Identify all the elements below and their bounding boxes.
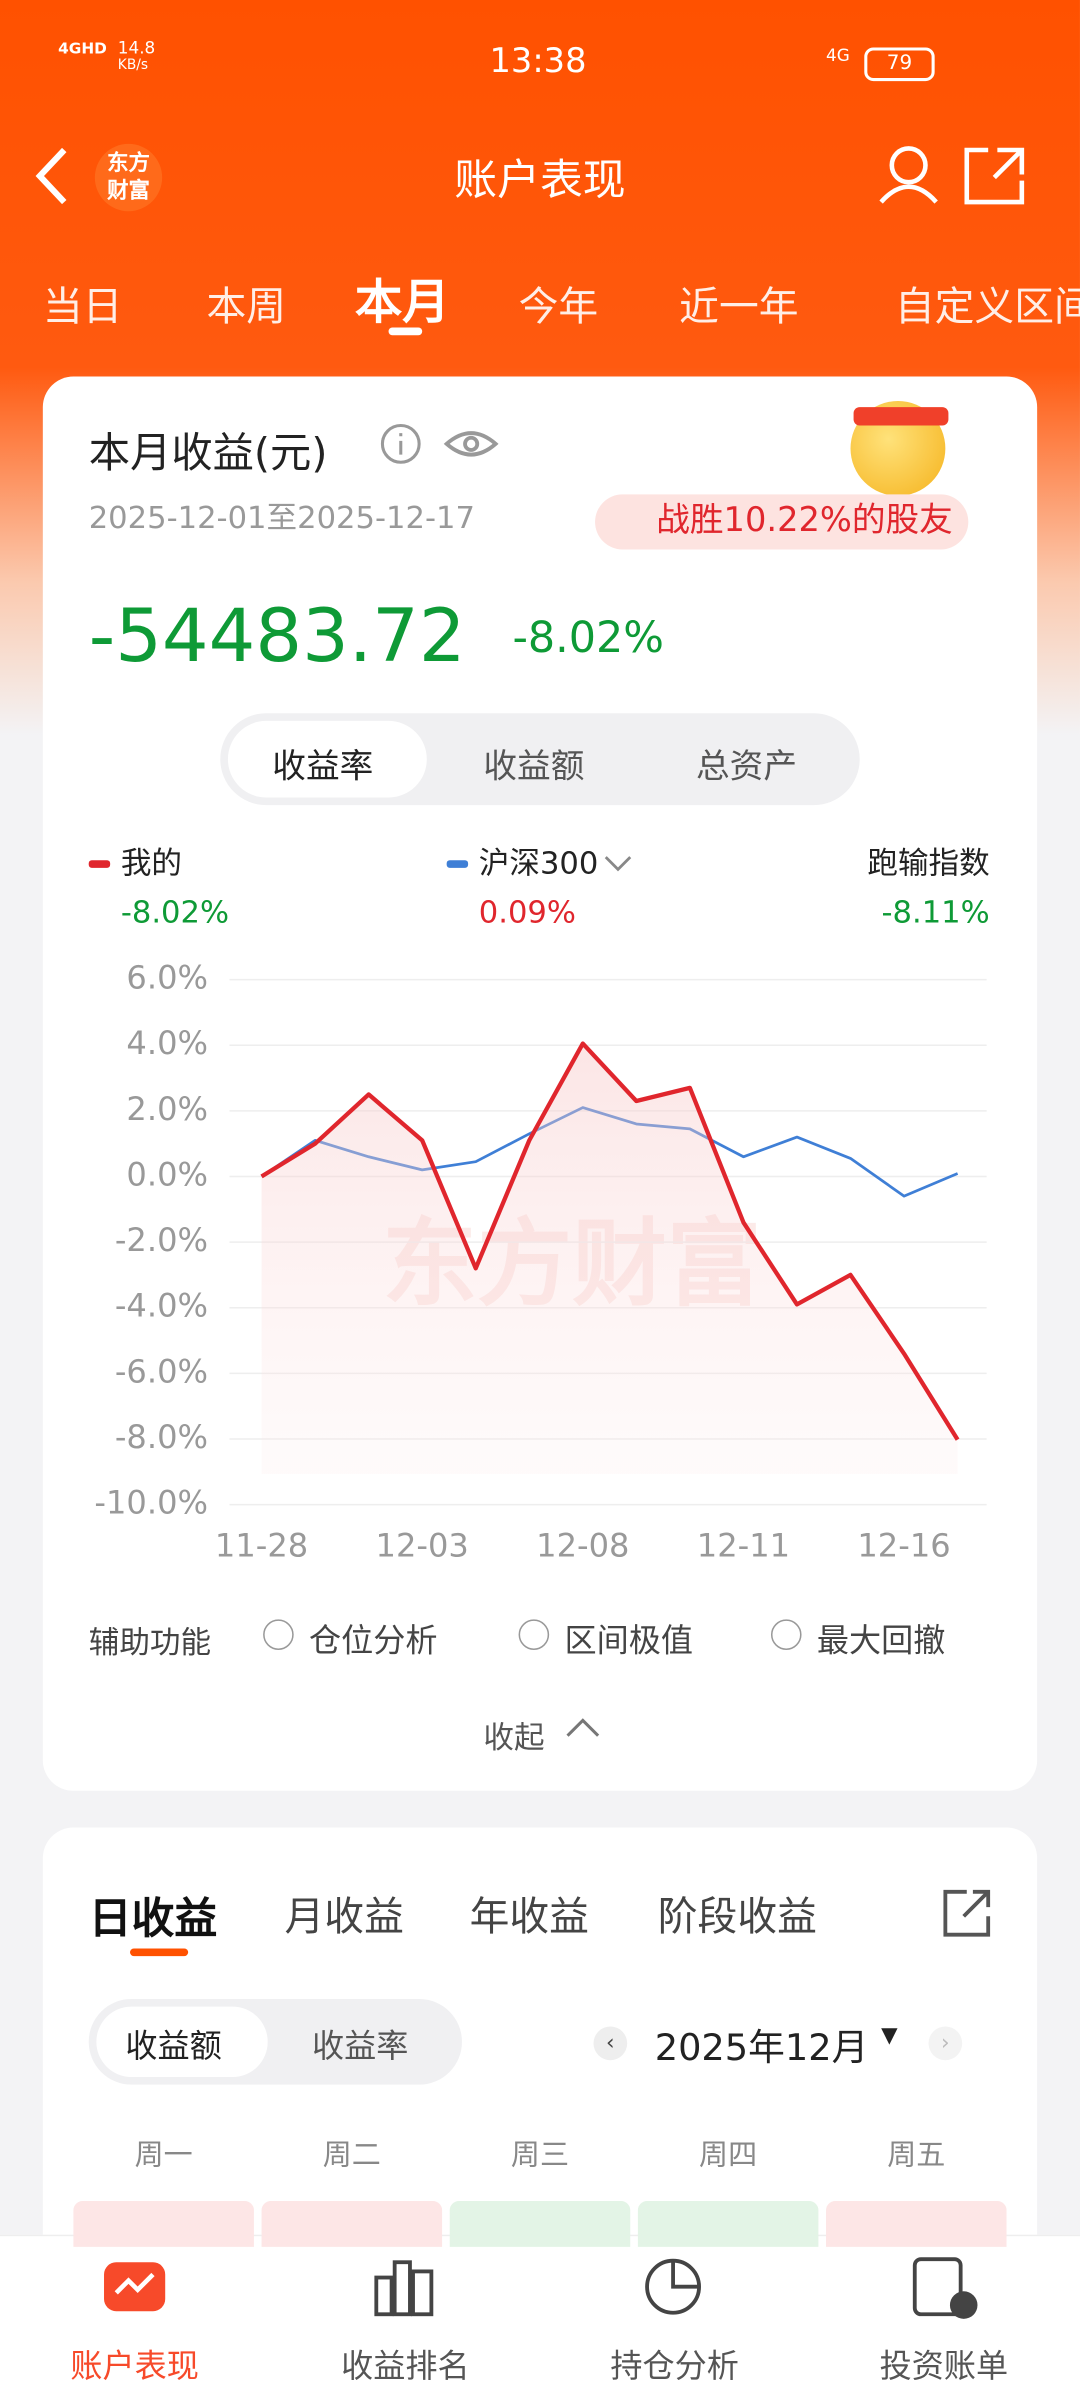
x-tick-label: 12-11	[697, 1526, 790, 1564]
radio[interactable]	[518, 1619, 550, 1650]
metric-tab[interactable]: 总资产	[696, 748, 797, 787]
income-tab[interactable]: 月收益	[284, 1894, 404, 1941]
weekday: 周三	[510, 2138, 570, 2172]
month[interactable]: 2025年12月	[654, 2026, 869, 2070]
logo: 东方 财富	[94, 143, 163, 212]
card-title: 本月收益(元)	[88, 430, 328, 478]
metric-active	[227, 720, 427, 798]
legend-value: 0.09%	[479, 895, 576, 930]
y-tick-label: 6.0%	[126, 959, 208, 997]
battery: 79	[864, 47, 935, 82]
tool-option[interactable]: 区间极值	[564, 1622, 693, 1660]
collapse-icon	[566, 1718, 600, 1737]
income-tab[interactable]: 年收益	[469, 1894, 589, 1941]
bottom-tab[interactable]: 账户表现	[70, 2347, 199, 2385]
y-tick-label: -10.0%	[94, 1484, 208, 1522]
headband	[853, 407, 949, 426]
next-month[interactable]: ›	[928, 2026, 963, 2061]
radio[interactable]	[263, 1619, 294, 1650]
income-toggle-tab[interactable]: 收益率	[312, 2028, 409, 2065]
day-cell[interactable]	[73, 2201, 254, 2247]
day-cell[interactable]	[637, 2201, 819, 2247]
speed-unit: KB/s	[117, 58, 149, 74]
weekday: 周一	[134, 2138, 193, 2172]
radio[interactable]	[770, 1619, 802, 1650]
legend-value: -8.02%	[121, 895, 229, 930]
metric-tab[interactable]: 收益额	[483, 748, 585, 787]
x-tick-label: 12-03	[376, 1526, 469, 1564]
header-icons[interactable]	[875, 141, 1059, 211]
legend-name: 我的	[121, 846, 182, 881]
share[interactable]	[939, 1886, 994, 1941]
x-tick-label: 12-16	[857, 1526, 950, 1564]
back[interactable]	[31, 145, 77, 206]
amount: -54483.72	[88, 593, 466, 680]
period-tab[interactable]: 自定义区间	[894, 284, 1080, 331]
chart-card	[42, 376, 1038, 1791]
bottom-tab[interactable]: 投资账单	[879, 2347, 1009, 2385]
prev-month[interactable]: ‹	[593, 2026, 628, 2061]
y-tick-label: -4.0%	[115, 1287, 208, 1325]
day-cell[interactable]	[261, 2201, 443, 2247]
clock: 13:38	[489, 42, 587, 82]
legend-swatch	[446, 860, 469, 868]
period-tab[interactable]: 当日	[42, 284, 123, 331]
collapse[interactable]: 收起	[483, 1718, 545, 1756]
tools-label: 辅助功能	[88, 1623, 212, 1661]
income-indicator	[130, 1948, 189, 1957]
legend-chevron	[604, 856, 632, 872]
y-tick-label: -8.0%	[115, 1418, 208, 1456]
bottom-tab[interactable]: 持仓分析	[610, 2347, 739, 2385]
month-caret: ▼	[881, 2023, 898, 2048]
y-tick-label: 2.0%	[126, 1090, 208, 1128]
rate: -8.02%	[512, 612, 664, 663]
day-cell[interactable]	[449, 2201, 631, 2247]
beat-badge[interactable]: 战胜10.22%的股友	[595, 494, 969, 550]
y-tick-label: 0.0%	[126, 1155, 208, 1193]
bottom-tab[interactable]: 收益排名	[341, 2347, 470, 2385]
day-cell[interactable]	[826, 2201, 1007, 2247]
excess-label: 跑输指数	[867, 846, 989, 881]
page-title: 账户表现	[454, 154, 626, 206]
period-tab[interactable]: 近一年	[679, 284, 799, 331]
x-tick-label: 11-28	[215, 1526, 308, 1564]
date-range: 2025-12-01至2025-12-17	[88, 498, 475, 536]
y-tick-label: -6.0%	[115, 1352, 208, 1390]
info-icons[interactable]	[379, 422, 501, 468]
net: 4G	[826, 45, 850, 66]
y-tick-label: -2.0%	[115, 1221, 208, 1259]
income-toggle-tab[interactable]: 收益额	[125, 2028, 222, 2065]
weekday: 周二	[322, 2138, 381, 2172]
period-tab[interactable]: 本周	[206, 284, 287, 331]
series-line	[260, 1041, 960, 1441]
area	[261, 1043, 958, 1474]
legend-name: 沪深300	[479, 846, 599, 881]
speed: 14.8	[117, 38, 156, 59]
signal: 4GHD	[58, 41, 107, 59]
weekday: 周五	[887, 2138, 946, 2172]
tool-option[interactable]: 仓位分析	[308, 1622, 438, 1660]
excess-value: -8.11%	[882, 895, 990, 930]
tool-option[interactable]: 最大回撤	[816, 1622, 946, 1660]
income-tab[interactable]: 阶段收益	[657, 1894, 817, 1941]
income-active	[96, 2006, 268, 2078]
nav-icons	[104, 2257, 978, 2319]
weekday: 周四	[699, 2138, 758, 2172]
period-tab[interactable]: 本月	[354, 275, 450, 331]
period-tab[interactable]: 今年	[518, 284, 599, 331]
x-tick-label: 12-08	[536, 1526, 629, 1564]
tab-indicator	[388, 327, 423, 336]
metric-tab[interactable]: 收益率	[272, 748, 374, 787]
legend-swatch	[88, 860, 111, 868]
income-tab[interactable]: 日收益	[88, 1893, 218, 1944]
y-tick-label: 4.0%	[126, 1024, 208, 1062]
